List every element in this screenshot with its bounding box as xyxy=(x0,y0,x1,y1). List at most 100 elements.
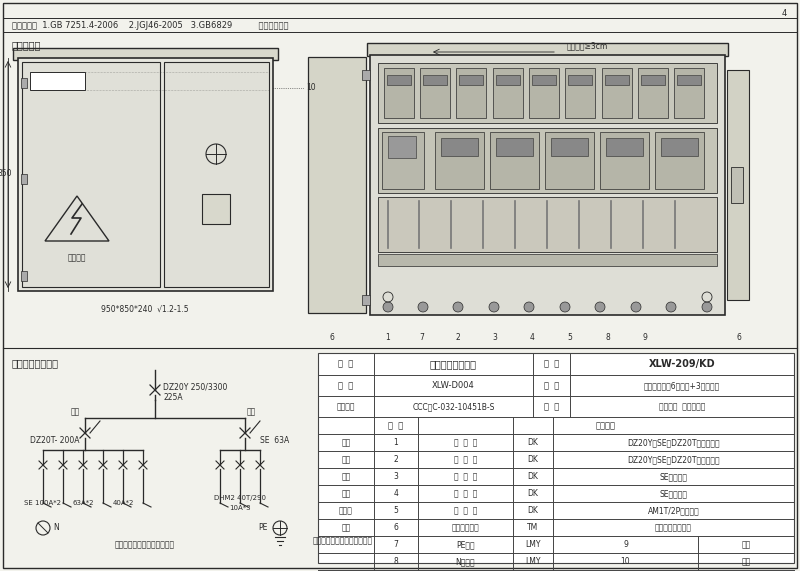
Text: 10: 10 xyxy=(621,557,630,566)
Text: 日期: 日期 xyxy=(342,523,350,532)
Bar xyxy=(308,57,366,313)
Text: SE透明系列: SE透明系列 xyxy=(659,472,687,481)
Text: 有电危险: 有电危险 xyxy=(68,253,86,262)
Text: 序  号: 序 号 xyxy=(388,421,404,430)
Text: 型  号: 型 号 xyxy=(544,360,559,368)
Bar xyxy=(441,138,478,156)
Bar xyxy=(435,132,484,189)
Text: 5: 5 xyxy=(394,506,398,515)
Text: 断  路  器: 断 路 器 xyxy=(454,455,477,464)
Bar xyxy=(21,174,27,184)
Text: 3: 3 xyxy=(394,472,398,481)
Bar xyxy=(459,75,483,85)
Text: CCC：C-032-10451B-S: CCC：C-032-10451B-S xyxy=(412,402,494,411)
Circle shape xyxy=(560,302,570,312)
Text: 总装配图：: 总装配图： xyxy=(12,40,42,50)
Bar xyxy=(600,132,649,189)
Text: DK: DK xyxy=(527,506,538,515)
Bar xyxy=(605,75,629,85)
Text: 照明: 照明 xyxy=(247,408,256,416)
Text: DZ20Y（SE、DZ20T）透明系列: DZ20Y（SE、DZ20T）透明系列 xyxy=(627,438,720,447)
Text: 8: 8 xyxy=(606,333,610,342)
Text: 规  格: 规 格 xyxy=(544,381,559,390)
Bar xyxy=(606,138,643,156)
Bar xyxy=(21,271,27,281)
Text: 壳体与门的软连接: 壳体与门的软连接 xyxy=(655,523,692,532)
Text: DK: DK xyxy=(527,489,538,498)
Text: 哈尔滨市龙瑞电气成套设备厂: 哈尔滨市龙瑞电气成套设备厂 xyxy=(313,536,373,545)
Text: XLW-D004: XLW-D004 xyxy=(432,381,475,390)
Bar xyxy=(164,62,269,287)
Text: N: N xyxy=(53,524,58,533)
Text: DZ20Y（SE、DZ20T）透明系列: DZ20Y（SE、DZ20T）透明系列 xyxy=(627,455,720,464)
Bar xyxy=(677,75,701,85)
Text: 断  路  器: 断 路 器 xyxy=(454,489,477,498)
Text: 哈尔滨市龙瑞电气成套设备厂: 哈尔滨市龙瑞电气成套设备厂 xyxy=(115,540,175,549)
Circle shape xyxy=(418,302,428,312)
Text: TM: TM xyxy=(527,523,538,532)
Bar xyxy=(638,68,668,118)
Circle shape xyxy=(595,302,605,312)
Text: 2: 2 xyxy=(456,333,460,342)
Text: DHM2 40T/290: DHM2 40T/290 xyxy=(214,495,266,501)
Bar xyxy=(490,132,539,189)
Text: 名  称: 名 称 xyxy=(338,360,354,368)
Text: 断  路  器: 断 路 器 xyxy=(454,472,477,481)
Circle shape xyxy=(489,302,499,312)
Text: 主要配件: 主要配件 xyxy=(596,421,616,430)
Text: 制图: 制图 xyxy=(342,455,350,464)
Bar xyxy=(367,43,728,56)
Text: 审核: 审核 xyxy=(342,489,350,498)
Text: SE  63A: SE 63A xyxy=(260,436,290,445)
Text: LMY: LMY xyxy=(526,557,541,566)
Circle shape xyxy=(702,302,712,312)
Bar xyxy=(362,70,370,80)
Text: 6: 6 xyxy=(394,523,398,532)
Text: 950*850*240  √1.2-1.5: 950*850*240 √1.2-1.5 xyxy=(101,305,189,314)
Bar xyxy=(18,58,273,291)
Bar xyxy=(388,136,416,158)
Text: 模架加铜套接: 模架加铜套接 xyxy=(452,523,479,532)
Circle shape xyxy=(383,302,393,312)
Text: DK: DK xyxy=(527,438,538,447)
Text: XLW-209/KD: XLW-209/KD xyxy=(649,359,715,369)
Text: 9: 9 xyxy=(623,540,628,549)
Bar xyxy=(545,132,594,189)
Bar xyxy=(496,138,533,156)
Bar xyxy=(674,68,704,118)
Text: 断  路  器: 断 路 器 xyxy=(454,506,477,515)
Text: 动力: 动力 xyxy=(70,408,80,416)
Text: 线夹: 线夹 xyxy=(742,540,750,549)
Text: 断  路  器: 断 路 器 xyxy=(454,438,477,447)
Bar xyxy=(641,75,665,85)
Bar xyxy=(602,68,632,118)
Text: 5: 5 xyxy=(567,333,573,342)
Bar xyxy=(532,75,556,85)
Bar xyxy=(423,75,447,85)
Text: SE 100A*2: SE 100A*2 xyxy=(25,500,62,506)
Bar xyxy=(731,167,743,203)
Text: AM1T/2P透明系列: AM1T/2P透明系列 xyxy=(648,506,699,515)
Text: 试验报告: 试验报告 xyxy=(337,402,355,411)
Text: 设计: 设计 xyxy=(342,438,350,447)
Text: LMY: LMY xyxy=(526,540,541,549)
Bar xyxy=(30,72,85,90)
Text: 6: 6 xyxy=(737,333,742,342)
Bar xyxy=(568,75,592,85)
Text: DZ20T- 200A: DZ20T- 200A xyxy=(30,436,79,445)
Text: 3: 3 xyxy=(493,333,498,342)
Bar xyxy=(529,68,559,118)
Text: 级分配电箱（6路动力+3路照明）: 级分配电箱（6路动力+3路照明） xyxy=(644,381,720,390)
Text: 850: 850 xyxy=(0,170,12,179)
Text: 10: 10 xyxy=(306,83,316,93)
Bar xyxy=(13,48,278,60)
Text: PE端子: PE端子 xyxy=(456,540,475,549)
Text: 9: 9 xyxy=(642,333,647,342)
Text: SE透明系列: SE透明系列 xyxy=(659,489,687,498)
Bar xyxy=(387,75,411,85)
Text: 7: 7 xyxy=(419,333,425,342)
Text: 校核: 校核 xyxy=(342,472,350,481)
Text: 执行标准：  1.GB 7251.4-2006    2.JGJ46-2005   3.GB6829          壳体颜色：黄: 执行标准： 1.GB 7251.4-2006 2.JGJ46-2005 3.GB… xyxy=(12,22,289,30)
Text: 63A*2: 63A*2 xyxy=(72,500,94,506)
Bar xyxy=(727,70,749,300)
